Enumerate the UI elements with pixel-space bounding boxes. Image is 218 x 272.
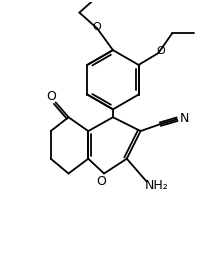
- Text: O: O: [93, 22, 102, 32]
- Text: NH₂: NH₂: [145, 179, 168, 192]
- Text: N: N: [179, 112, 189, 125]
- Text: O: O: [156, 46, 165, 56]
- Text: O: O: [96, 175, 106, 188]
- Text: O: O: [46, 90, 56, 103]
